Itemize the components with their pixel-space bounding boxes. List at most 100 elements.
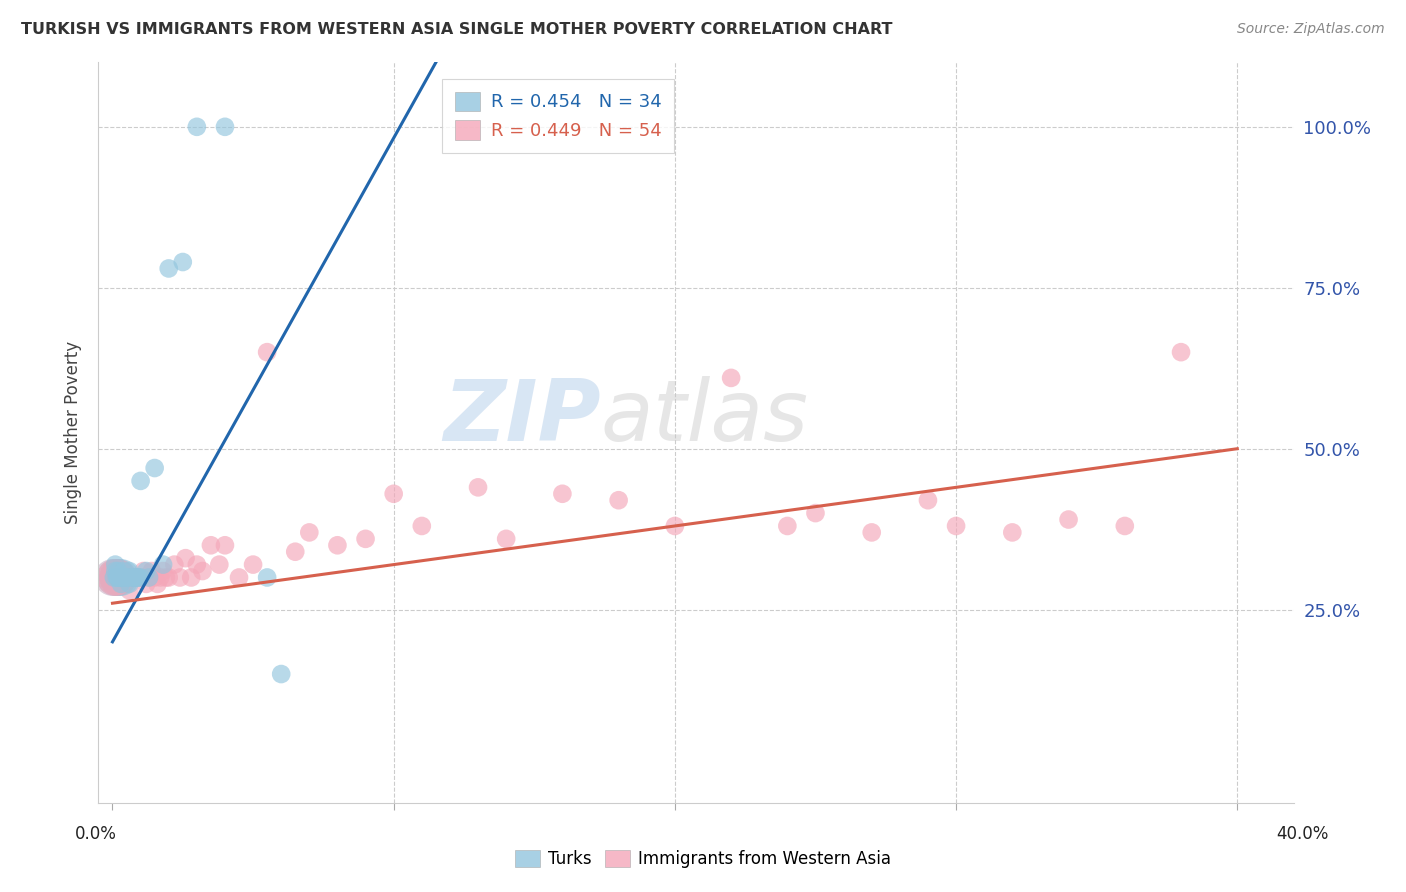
Point — [155, 570, 177, 584]
Point — [804, 506, 827, 520]
Point — [132, 564, 155, 578]
Point — [1170, 345, 1192, 359]
Point — [112, 577, 135, 591]
Point — [169, 570, 191, 584]
Point — [256, 570, 278, 584]
Point — [860, 525, 883, 540]
Point — [104, 570, 127, 584]
Point — [382, 487, 405, 501]
Point — [115, 570, 138, 584]
Point — [467, 480, 489, 494]
Point — [157, 261, 180, 276]
Point — [104, 570, 127, 584]
Point — [138, 570, 160, 584]
Point — [149, 570, 172, 584]
Point — [104, 570, 127, 584]
Point — [104, 570, 127, 584]
Point — [104, 558, 127, 572]
Point — [298, 525, 321, 540]
Point — [143, 570, 166, 584]
Point — [214, 538, 236, 552]
Point — [135, 564, 157, 578]
Point — [157, 570, 180, 584]
Point — [129, 570, 152, 584]
Point — [107, 570, 129, 584]
Point — [1114, 519, 1136, 533]
Point — [104, 564, 127, 578]
Point — [208, 558, 231, 572]
Point — [127, 570, 149, 584]
Point — [720, 371, 742, 385]
Point — [107, 570, 129, 584]
Point — [101, 570, 124, 584]
Point — [200, 538, 222, 552]
Point — [107, 570, 129, 584]
Point — [112, 564, 135, 578]
Legend: R = 0.454   N = 34, R = 0.449   N = 54: R = 0.454 N = 34, R = 0.449 N = 54 — [441, 78, 675, 153]
Text: 0.0%: 0.0% — [75, 825, 117, 843]
Point — [110, 570, 132, 584]
Point — [607, 493, 630, 508]
Point — [110, 570, 132, 584]
Point — [284, 545, 307, 559]
Point — [191, 564, 214, 578]
Point — [495, 532, 517, 546]
Point — [103, 570, 125, 584]
Point — [115, 570, 138, 584]
Point — [945, 519, 967, 533]
Point — [110, 570, 132, 584]
Point — [101, 570, 124, 584]
Point — [256, 345, 278, 359]
Point — [107, 570, 129, 584]
Point — [664, 519, 686, 533]
Point — [186, 558, 208, 572]
Point — [917, 493, 939, 508]
Point — [107, 570, 129, 584]
Point — [107, 570, 129, 584]
Point — [107, 570, 129, 584]
Point — [110, 577, 132, 591]
Point — [776, 519, 799, 533]
Point — [115, 570, 138, 584]
Point — [112, 570, 135, 584]
Point — [124, 570, 146, 584]
Point — [118, 583, 141, 598]
Point — [105, 570, 128, 584]
Point — [127, 570, 149, 584]
Point — [129, 474, 152, 488]
Point — [186, 120, 208, 134]
Point — [129, 570, 152, 584]
Point — [326, 538, 349, 552]
Point — [121, 570, 143, 584]
Point — [152, 564, 174, 578]
Point — [110, 570, 132, 584]
Point — [127, 570, 149, 584]
Point — [411, 519, 433, 533]
Point — [270, 667, 292, 681]
Point — [146, 577, 169, 591]
Point — [214, 120, 236, 134]
Point — [551, 487, 574, 501]
Y-axis label: Single Mother Poverty: Single Mother Poverty — [65, 341, 83, 524]
Point — [141, 564, 163, 578]
Point — [135, 577, 157, 591]
Point — [124, 570, 146, 584]
Point — [354, 532, 377, 546]
Point — [118, 570, 141, 584]
Text: ZIP: ZIP — [443, 376, 600, 459]
Point — [107, 564, 129, 578]
Point — [124, 570, 146, 584]
Text: Source: ZipAtlas.com: Source: ZipAtlas.com — [1237, 22, 1385, 37]
Point — [152, 558, 174, 572]
Point — [118, 577, 141, 591]
Point — [163, 558, 186, 572]
Point — [110, 570, 132, 584]
Point — [172, 255, 194, 269]
Point — [104, 570, 127, 584]
Point — [118, 564, 141, 578]
Point — [1001, 525, 1024, 540]
Text: 40.0%: 40.0% — [1275, 825, 1329, 843]
Point — [180, 570, 202, 584]
Text: TURKISH VS IMMIGRANTS FROM WESTERN ASIA SINGLE MOTHER POVERTY CORRELATION CHART: TURKISH VS IMMIGRANTS FROM WESTERN ASIA … — [21, 22, 893, 37]
Point — [1057, 512, 1080, 526]
